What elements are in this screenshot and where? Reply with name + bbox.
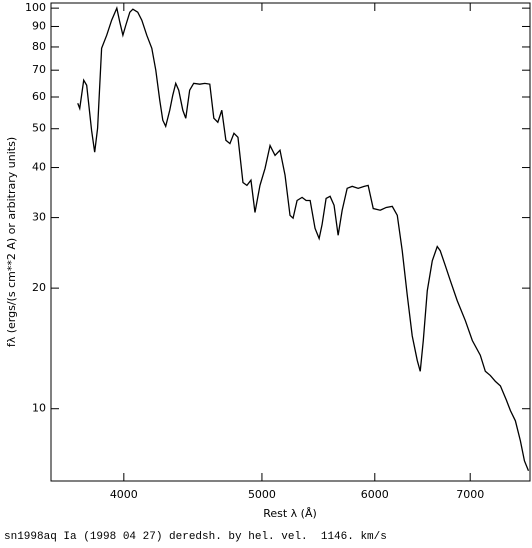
y-tick-label: 60 — [32, 90, 46, 103]
x-tick-label: 5000 — [248, 488, 276, 501]
y-tick-label: 30 — [32, 211, 46, 224]
y-tick-label: 80 — [32, 40, 46, 53]
caption: sn1998aq Ia (1998 04 27) deredsh. by hel… — [4, 531, 387, 543]
y-tick-label: 20 — [32, 281, 46, 294]
x-axis-label: Rest λ (Å) — [263, 507, 317, 520]
plot-frame — [50, 2, 531, 482]
y-tick-label: 70 — [32, 63, 46, 76]
x-tick-label: 4000 — [110, 488, 138, 501]
spectrum-line — [77, 6, 530, 472]
x-tick-label: 7000 — [456, 488, 484, 501]
y-tick-label: 90 — [32, 19, 46, 32]
y-tick-label: 40 — [32, 161, 46, 174]
x-tick-label: 6000 — [361, 488, 389, 501]
y-tick-label: 10 — [32, 402, 46, 415]
y-tick-label: 100 — [25, 1, 46, 14]
y-tick-label: 50 — [32, 122, 46, 135]
y-axis-label: fλ (ergs/(s cm**2 A) or arbitrary units) — [5, 137, 18, 347]
